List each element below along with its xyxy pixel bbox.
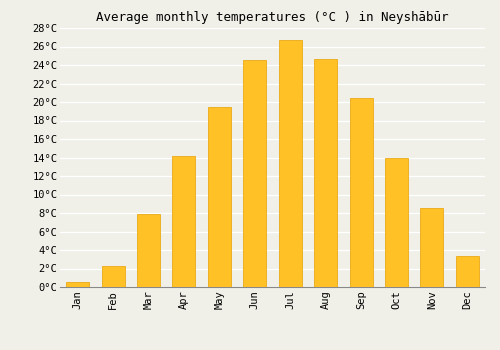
Bar — [350, 98, 372, 287]
Bar — [66, 282, 89, 287]
Bar — [456, 257, 479, 287]
Bar — [244, 60, 266, 287]
Bar — [208, 107, 231, 287]
Bar — [314, 60, 337, 287]
Title: Average monthly temperatures (°C ) in Neyshābūr: Average monthly temperatures (°C ) in Ne… — [96, 11, 449, 24]
Bar — [102, 266, 124, 287]
Bar — [420, 208, 444, 287]
Bar — [137, 214, 160, 287]
Bar — [278, 40, 301, 287]
Bar — [385, 158, 408, 287]
Bar — [172, 156, 196, 287]
